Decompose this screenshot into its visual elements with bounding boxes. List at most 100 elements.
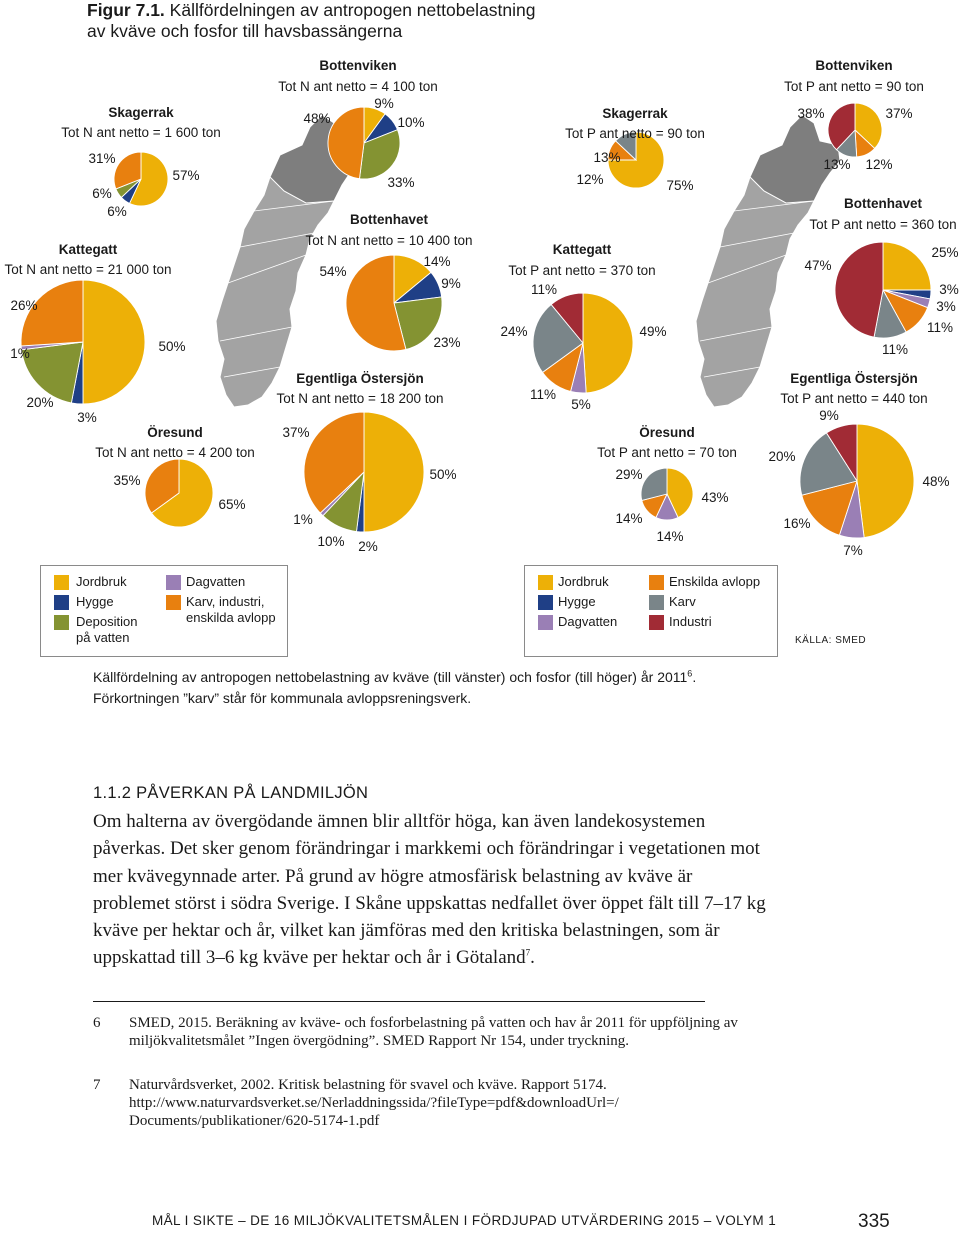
pie-slice-p-oresund-jordbruk [666,467,694,519]
pie-total-n-bottenviken: Tot N ant netto = 4 100 ton [278,79,438,94]
pie-p-skagerrak [607,131,665,189]
pie-label-n-bottenhavet-hygge: 9% [441,276,461,291]
section-heading: 1.1.2 PÅVERKAN PÅ LANDMILJÖN [93,784,369,802]
legend-swatch-p-dagvatten [538,615,553,630]
pie-total-n-bottenhavet: Tot N ant netto = 10 400 ton [306,233,473,248]
figure-title-line1: Källfördelningen av antropogen nettobela… [169,0,536,20]
legend-swatch-p-enskilda [649,575,664,590]
pie-slice-p-bottenhavet-jordbruk [882,241,932,291]
pie-slice-p-egentliga-ostersjon-industri [825,423,858,483]
pie-label-n-egentliga-ostersjon-hygge: 2% [358,539,378,554]
pie-title-p-oresund: Öresund [639,425,695,440]
pie-label-n-kattegatt-jordbruk: 50% [158,339,185,354]
pie-title-p-bottenhavet: Bottenhavet [844,196,923,211]
footnote-number: 6 [93,1015,101,1031]
pie-p-egentliga-ostersjon [799,423,915,539]
pie-title-n-bottenviken: Bottenviken [319,58,396,73]
pie-title-n-kattegatt: Kattegatt [59,242,118,257]
pie-label-p-oresund-dagvatten: 14% [656,529,683,544]
pie-title-p-kattegatt: Kattegatt [553,242,612,257]
pie-label-n-bottenviken-hygge: 9% [374,96,394,111]
pie-slice-n-oresund-jordbruk [150,458,214,528]
source-note: KÄLLA: SMED [795,635,867,646]
footnote-7: 7 Naturvårdsverket, 2002. Kritisk belast… [93,1076,773,1132]
pie-total-n-kattegatt: Tot N ant netto = 21 000 ton [5,262,172,277]
legend-label-p-industri: Industri [669,614,712,629]
pie-label-p-bottenviken-jordbruk: 37% [885,106,912,121]
caption-line2: Förkortningen ”karv” står för kommunala … [93,690,472,706]
pie-slice-p-egentliga-ostersjon-enskilda-avlopp [801,480,858,536]
pie-n-skagerrak [113,151,169,207]
sweden-map-phosphorus [695,114,841,408]
sweden-maps [215,114,841,408]
pie-label-n-bottenviken-jordbruk: 10% [397,115,424,130]
pie-slice-p-egentliga-ostersjon-karv [799,432,858,496]
pie-label-n-kattegatt-hygge: 3% [77,410,97,425]
legend-label-p-enskilda: Enskilda avlopp [669,574,761,589]
pie-label-p-kattegatt-dagvatten: 5% [571,397,591,412]
pie-slice-p-egentliga-ostersjon-jordbruk [856,423,915,539]
caption-line1-end: . [692,669,697,685]
legend-label-p-jordbruk: Jordbruk [558,574,609,589]
pie-p-bottenviken [827,102,883,158]
pie-label-n-egentliga-ostersjon-karv-industri-enskilda-avlopp: 37% [282,425,309,440]
page-number: 335 [858,1211,890,1232]
pie-label-n-egentliga-ostersjon-jordbruk: 50% [429,467,456,482]
legend-swatch-deposition [54,615,69,630]
legend-swatch-p-hygge [538,595,553,610]
legend-label-karv-industri-2: enskilda avlopp [186,610,276,625]
pie-label-p-egentliga-ostersjon-dagvatten: 7% [843,543,863,558]
pie-label-p-bottenhavet-enskilda-avlopp: 11% [927,320,953,335]
pie-label-n-skagerrak-deposition-pa-vatten: 6% [92,186,112,201]
pie-slice-p-bottenviken-jordbruk [854,102,883,150]
pie-label-p-skagerrak-enskilda-avlopp: 12% [576,172,603,187]
pie-n-bottenviken [327,106,401,180]
pie-label-p-egentliga-ostersjon-industri: 9% [819,408,839,423]
pie-label-p-oresund-jordbruk: 43% [701,490,728,505]
legend-swatch-dagvatten [166,575,181,590]
legend-label-karv-industri: Karv, industri, [186,594,265,609]
pie-label-n-skagerrak-jordbruk: 57% [172,168,199,183]
pie-slice-p-kattegatt-industri [550,292,584,345]
pie-total-p-kattegatt: Tot P ant netto = 370 ton [508,263,655,278]
pie-label-p-oresund-karv: 29% [615,467,642,482]
pie-label-p-bottenhavet-industri: 47% [804,258,831,273]
figure-title-line2: av kväve och fosfor till havsbassängerna [87,21,403,41]
pie-title-n-egentliga-ostersjon: Egentliga Östersjön [296,371,424,386]
legend-swatch-hygge [54,595,69,610]
pie-slice-n-egentliga-ostersjon-jordbruk [363,411,425,533]
pie-p-bottenhavet [834,241,932,339]
pie-slice-n-kattegatt-jordbruk [82,279,146,405]
body-footnote-ref: 7 [525,948,531,959]
legend-label-jordbruk: Jordbruk [76,574,127,589]
pie-total-p-egentliga-ostersjon: Tot P ant netto = 440 ton [780,391,927,406]
running-footer: MÅL I SIKTE – DE 16 MILJÖKVALITETSMÅLEN … [152,1213,777,1228]
pie-slice-p-oresund-karv [640,467,668,502]
pie-slice-n-skagerrak-jordbruk [128,151,169,207]
pie-title-p-skagerrak: Skagerrak [602,106,668,121]
pie-label-p-bottenhavet-dagvatten: 3% [936,299,956,314]
pie-label-p-bottenviken-karv: 13% [823,157,850,172]
footnote-6: 6 SMED, 2015. Beräkning av kväve- och fo… [93,1014,773,1070]
nutrient-source-pie-charts: Skagerrak Tot N ant netto = 1 600 ton 57% 6… [5,58,959,558]
pie-label-n-oresund-jordbruk: 65% [218,497,245,512]
legend-swatch-p-jordbruk [538,575,553,590]
pie-slice-n-egentliga-ostersjon-karv-industri-enskilda-avlopp [303,411,365,514]
pie-total-n-oresund: Tot N ant netto = 4 200 ton [95,445,255,460]
pie-label-n-kattegatt-dagvatten: 1% [10,346,30,361]
pie-slice-n-kattegatt-deposition-pa-vatten [20,341,84,404]
pie-label-p-bottenviken-industri: 38% [797,106,824,121]
pie-title-p-bottenviken: Bottenviken [815,58,892,73]
legend-label-deposition-2: på vatten [76,630,130,645]
pie-slice-p-kattegatt-karv [532,303,584,374]
pie-n-bottenhavet [345,254,443,352]
legend-swatch-jordbruk [54,575,69,590]
legend-label-hygge: Hygge [76,594,114,609]
pie-slice-p-skagerrak-karv [614,131,637,162]
legend-swatch-p-karv [649,595,664,610]
pie-label-n-egentliga-ostersjon-deposition-pa-vatten: 10% [317,534,344,549]
legend-label-p-dagvatten: Dagvatten [558,614,618,629]
footnote-divider [93,1001,705,1002]
pie-slice-n-kattegatt-karv-industri-enskilda-avlopp [20,279,84,347]
pie-labels: Skagerrak Tot N ant netto = 1 600 ton 57% 6… [5,58,959,558]
